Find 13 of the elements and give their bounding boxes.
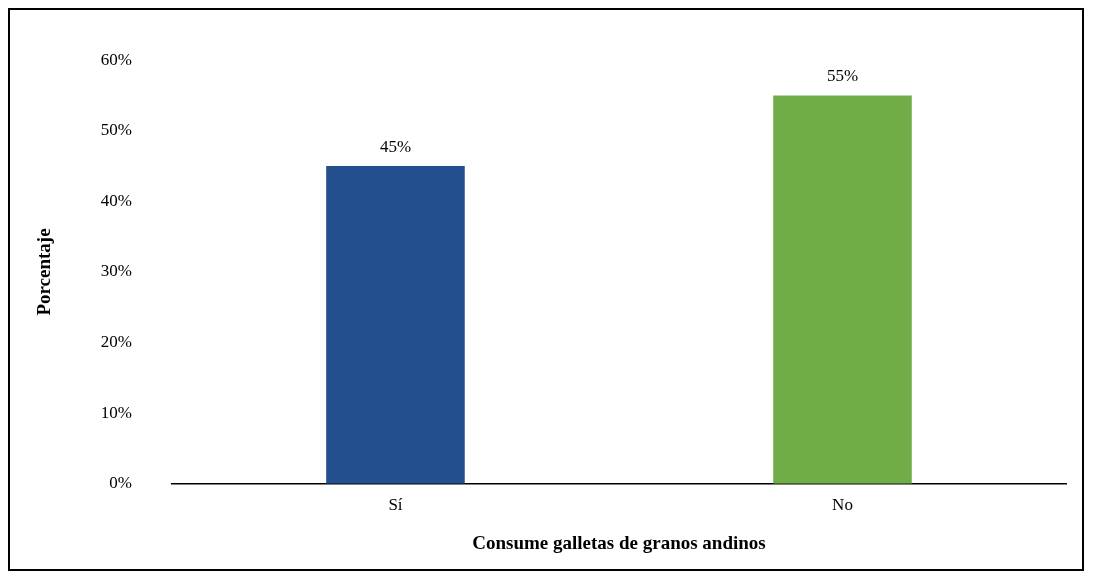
x-axis-title: Consume galletas de granos andinos: [472, 531, 766, 553]
x-tick-label: Sí: [388, 495, 403, 515]
y-tick-label: 60%: [100, 49, 132, 69]
data-label: 45%: [379, 137, 412, 157]
data-label: 55%: [826, 66, 859, 86]
y-tick-label: 20%: [100, 332, 132, 352]
y-tick-label: 10%: [100, 402, 132, 422]
y-tick-label: 30%: [100, 261, 132, 281]
y-tick-label: 0%: [109, 473, 132, 493]
y-axis-title: Porcentaje: [33, 228, 55, 316]
y-tick-label: 50%: [100, 120, 132, 140]
y-tick-label: 40%: [100, 190, 132, 210]
x-tick-label: No: [832, 495, 853, 515]
